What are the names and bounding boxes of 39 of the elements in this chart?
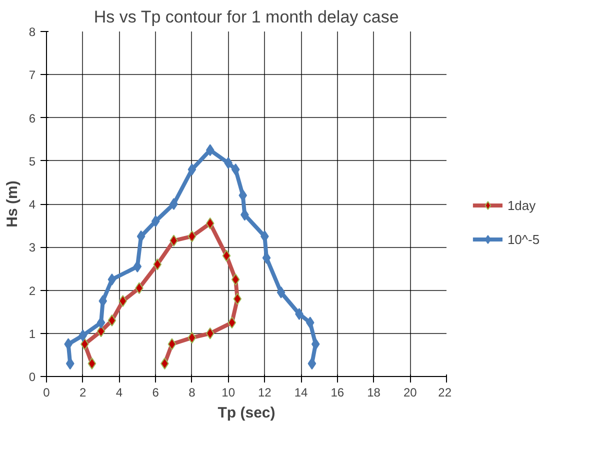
point xyxy=(78,330,88,342)
y-tick-label: 4 xyxy=(28,198,36,212)
y-tick-label: 3 xyxy=(28,240,36,255)
x-tick-label: 2 xyxy=(80,386,87,400)
x-tick-label: 8 xyxy=(188,386,196,400)
x-tick-label: 16 xyxy=(330,386,344,400)
y-tick-label: 8 xyxy=(28,25,36,39)
x-tick-label: 20 xyxy=(403,386,418,400)
y-tick-label: 5 xyxy=(28,154,36,168)
y-tick-label: 6 xyxy=(28,111,36,126)
y-tick-label: 2 xyxy=(28,284,36,298)
point xyxy=(306,316,314,329)
point xyxy=(276,286,286,298)
chart-title: Hs vs Tp contour for 1 month delay case xyxy=(94,8,399,26)
point xyxy=(133,260,142,273)
point xyxy=(231,164,240,176)
x-tick-label: 22 xyxy=(438,386,452,400)
x-tick-label: 10 xyxy=(222,386,236,400)
x-axis-title: Tp (sec) xyxy=(218,404,276,422)
point xyxy=(108,273,116,286)
x-tick-label: 6 xyxy=(152,386,160,400)
y-tick-label: 1 xyxy=(28,326,36,341)
point xyxy=(188,164,196,176)
x-tick-label: 12 xyxy=(258,386,272,400)
x-tick-label: 14 xyxy=(294,386,308,400)
legend-label: 1day xyxy=(507,198,536,212)
point xyxy=(308,358,316,370)
x-tick-label: 4 xyxy=(116,386,123,400)
point xyxy=(311,338,320,350)
x-tick-label: 0 xyxy=(43,386,50,400)
point xyxy=(66,358,74,370)
y-axis-title: Hs (m) xyxy=(4,180,21,228)
y-tick-label: 7 xyxy=(28,68,36,82)
point xyxy=(170,198,178,210)
legend-label: 10^-5 xyxy=(507,232,540,246)
point xyxy=(206,144,214,156)
point xyxy=(151,215,160,228)
x-tick-label: 18 xyxy=(367,386,381,400)
y-tick-label: 0 xyxy=(28,370,36,384)
